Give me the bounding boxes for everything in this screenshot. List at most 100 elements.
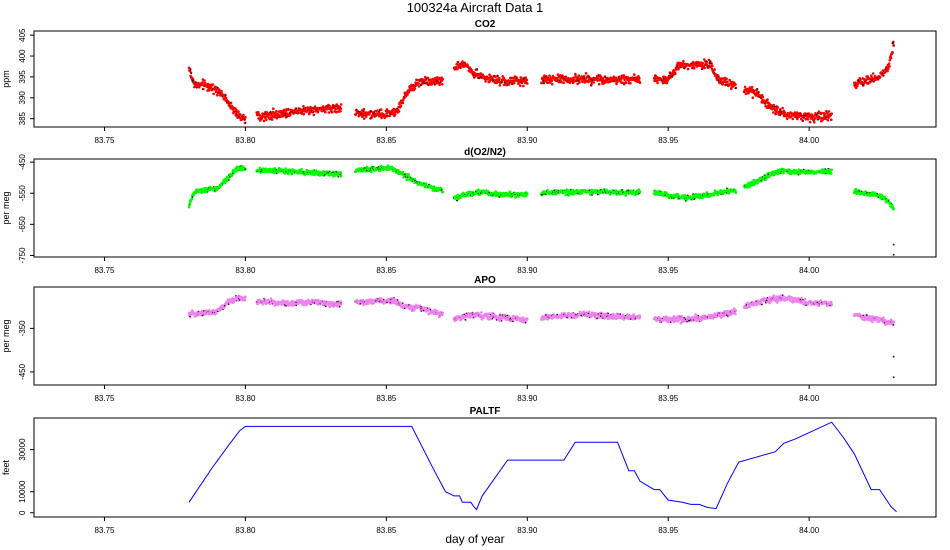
co2-data-point-dark <box>363 110 365 113</box>
apo-data-point <box>269 297 273 300</box>
o2n2-data-point <box>290 172 294 176</box>
co2-data-point <box>665 81 669 85</box>
co2-data-point <box>772 111 775 114</box>
o2n2-x-tick-label: 83.75 <box>94 266 115 275</box>
co2-data-point-dark <box>356 108 358 111</box>
co2-data-point-dark <box>709 61 711 63</box>
o2n2-data-point-dark <box>275 172 278 174</box>
o2n2-x-tick-label: 83.95 <box>658 266 679 275</box>
co2-data-point-dark <box>386 115 388 117</box>
co2-data-point <box>290 108 294 112</box>
co2-data-point <box>417 82 421 85</box>
o2n2-data-segment <box>354 164 445 194</box>
o2n2-data-point-dark <box>228 179 230 181</box>
o2n2-y-tick-label: -650 <box>18 216 27 233</box>
co2-data-point <box>799 117 803 121</box>
co2-data-point-dark <box>235 113 237 115</box>
co2-data-point <box>374 109 377 113</box>
co2-data-point <box>830 112 833 115</box>
o2n2-data-point-dark <box>673 197 675 199</box>
co2-data-point <box>435 81 439 85</box>
co2-data-point <box>438 83 441 87</box>
apo-data-point-dark <box>285 305 287 307</box>
co2-data-point <box>441 83 444 86</box>
o2n2-data-point-dark <box>275 169 277 171</box>
co2-data-point-dark <box>217 91 219 94</box>
co2-x-tick-label: 83.80 <box>235 136 256 145</box>
co2-y-tick-label: 395 <box>18 70 27 84</box>
apo-data-point-dark <box>295 304 297 307</box>
co2-data-point-dark <box>717 79 720 82</box>
co2-data-point-dark <box>882 72 884 75</box>
co2-y-tick-label: 385 <box>18 111 27 125</box>
co2-data-point <box>519 76 522 79</box>
co2-data-point <box>304 106 308 110</box>
co2-data-point <box>271 110 275 114</box>
co2-data-point <box>328 105 332 108</box>
co2-data-point <box>624 81 628 84</box>
co2-data-point-dark <box>669 72 672 75</box>
co2-data-point-dark <box>882 74 885 77</box>
co2-data-point-dark <box>357 110 359 113</box>
co2-x-tick-label: 83.95 <box>658 136 679 145</box>
co2-data-point <box>564 75 568 79</box>
co2-data-point-dark <box>228 102 230 104</box>
co2-data-point <box>220 89 223 93</box>
co2-data-point-dark <box>725 83 727 85</box>
co2-data-point <box>272 107 275 110</box>
co2-data-point <box>550 79 554 83</box>
co2-data-point-dark <box>892 41 894 44</box>
co2-y-tick-label: 405 <box>18 28 27 42</box>
co2-data-point <box>615 82 618 86</box>
co2-data-point-dark <box>360 112 362 115</box>
co2-data-point <box>572 76 575 79</box>
co2-data-point-dark <box>195 81 197 84</box>
co2-data-point-dark <box>591 79 593 82</box>
o2n2-data-point <box>405 178 409 181</box>
o2n2-data-point-dark <box>687 194 689 196</box>
o2n2-data-point <box>567 194 570 197</box>
co2-data-point <box>287 107 290 111</box>
o2n2-data-point <box>526 192 529 195</box>
o2n2-data-point-dark <box>410 177 412 179</box>
co2-panel-title: CO2 <box>475 19 496 30</box>
o2n2-data-point <box>619 192 622 196</box>
co2-data-point <box>561 74 564 77</box>
co2-data-point <box>856 82 859 85</box>
co2-data-point <box>734 83 737 86</box>
co2-data-point <box>415 78 418 82</box>
co2-data-point-dark <box>690 62 692 64</box>
o2n2-data-segment <box>540 188 642 197</box>
co2-data-point <box>584 72 588 75</box>
co2-data-point <box>854 86 858 90</box>
co2-data-point-dark <box>313 111 315 113</box>
co2-data-point <box>312 113 316 117</box>
co2-data-point-dark <box>433 83 436 86</box>
co2-data-point <box>726 80 729 84</box>
o2n2-data-point <box>378 169 382 172</box>
co2-data-point <box>270 118 274 121</box>
co2-data-point <box>701 61 704 65</box>
apo-data-point <box>482 316 486 320</box>
co2-data-point <box>385 108 389 111</box>
o2n2-data-point <box>215 188 219 192</box>
co2-data-point <box>692 66 696 70</box>
o2n2-data-point <box>188 201 192 205</box>
co2-data-point <box>820 111 823 115</box>
co2-data-point <box>507 83 511 86</box>
co2-data-point-dark <box>815 113 818 116</box>
apo-data-point <box>339 303 343 306</box>
apo-data-point <box>243 298 247 302</box>
co2-data-segment <box>652 58 738 91</box>
co2-data-point-dark <box>676 65 679 67</box>
co2-data-point-dark <box>825 116 827 119</box>
co2-data-point <box>638 81 642 85</box>
co2-data-point <box>795 111 799 114</box>
co2-data-point <box>302 105 305 108</box>
co2-data-point <box>871 76 874 80</box>
o2n2-data-point-dark <box>214 190 216 192</box>
apo-data-point-dark <box>189 315 191 318</box>
co2-data-point <box>590 82 593 86</box>
o2n2-data-point <box>287 172 290 176</box>
co2-data-point <box>289 113 292 117</box>
